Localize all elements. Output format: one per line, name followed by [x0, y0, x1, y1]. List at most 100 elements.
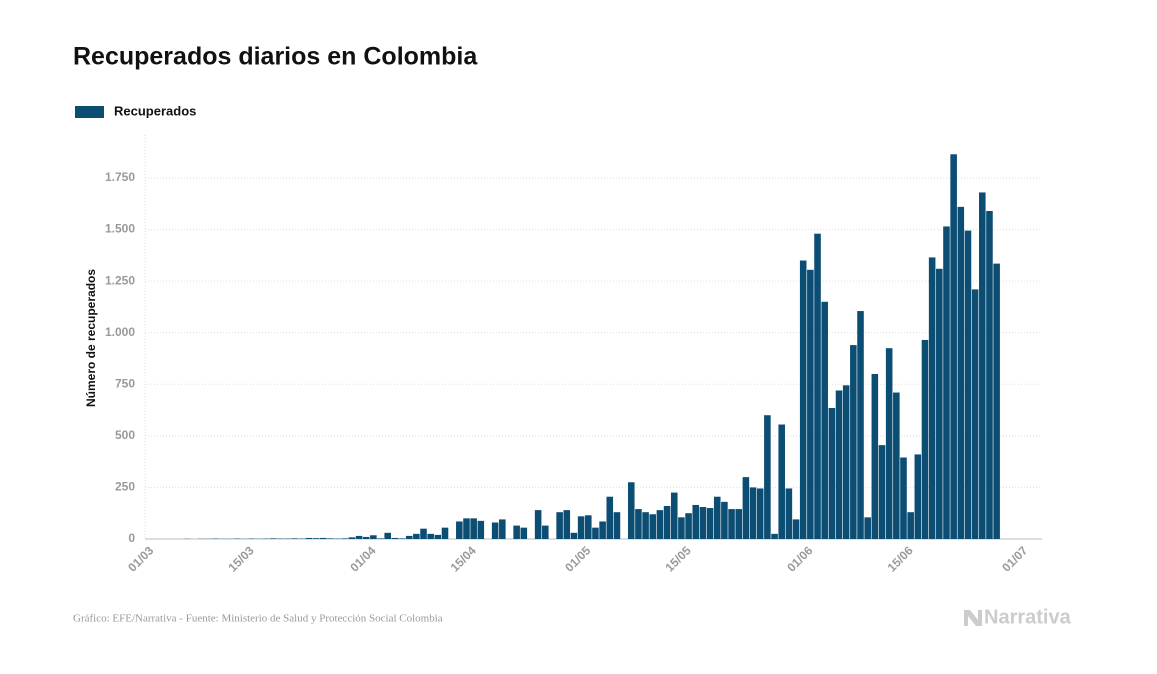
bar — [606, 496, 614, 539]
bar — [534, 510, 542, 539]
bar — [692, 504, 700, 539]
legend-label: Recuperados — [114, 103, 196, 118]
bar — [491, 522, 499, 539]
x-tick-label: 01/03 — [125, 543, 156, 574]
bar — [914, 454, 922, 539]
bar — [663, 505, 671, 539]
bar — [355, 535, 363, 539]
y-tick-label: 1.000 — [105, 325, 135, 339]
bar — [814, 233, 821, 539]
bar — [642, 512, 649, 539]
bar — [635, 509, 642, 539]
bar — [570, 532, 578, 539]
y-tick-label: 250 — [115, 480, 135, 494]
bar — [807, 269, 814, 539]
bar — [291, 538, 298, 539]
bar — [742, 477, 750, 539]
bar — [957, 206, 965, 539]
bar — [377, 538, 384, 539]
chart-title: Recuperados diarios en Colombia — [73, 43, 478, 71]
bar — [341, 538, 348, 539]
bar — [785, 488, 793, 539]
bar — [936, 268, 943, 539]
bar — [405, 535, 413, 539]
bar — [871, 373, 879, 539]
bar — [513, 525, 520, 539]
bar — [398, 538, 406, 539]
bar — [792, 519, 800, 539]
bar — [348, 537, 356, 539]
bar — [964, 230, 972, 540]
bar — [441, 527, 449, 539]
bar — [327, 538, 334, 539]
bar — [627, 482, 635, 539]
bar — [391, 537, 399, 539]
bar — [706, 508, 714, 539]
bar — [585, 515, 592, 539]
bar — [749, 487, 757, 539]
x-tick-label: 15/05 — [663, 543, 694, 574]
x-tick-label: 01/04 — [347, 543, 378, 574]
bar — [463, 518, 470, 539]
x-tick-label: 15/06 — [885, 543, 916, 574]
bar — [900, 457, 907, 539]
bar — [764, 415, 771, 539]
bar — [835, 390, 843, 539]
y-axis-label: Número de recuperados — [84, 269, 98, 407]
bar — [599, 521, 606, 539]
bar — [670, 492, 678, 539]
brand-logo — [964, 610, 982, 626]
bar — [520, 527, 528, 539]
bar — [305, 537, 313, 539]
source: Gráfico: EFE/Narrativa - Fuente: Ministe… — [73, 613, 443, 625]
bar — [477, 520, 485, 539]
bar — [907, 512, 914, 539]
bar — [713, 496, 721, 539]
bar — [542, 525, 549, 539]
bar — [979, 192, 986, 539]
bar — [678, 517, 685, 539]
bar — [312, 538, 320, 539]
x-tick-label: 15/03 — [226, 543, 257, 574]
bar — [943, 226, 950, 539]
x-tick-label: 01/05 — [562, 543, 593, 574]
bar — [928, 257, 936, 539]
bar — [821, 301, 828, 539]
bar — [778, 424, 785, 539]
y-tick-label: 1.500 — [105, 222, 135, 236]
bar — [427, 533, 434, 539]
bar — [413, 533, 420, 539]
bar — [613, 512, 621, 539]
bar — [592, 527, 599, 539]
bar — [699, 507, 707, 539]
bar — [893, 392, 900, 539]
y-tick-label: 750 — [115, 376, 135, 390]
bar — [850, 345, 857, 539]
bar — [993, 263, 1000, 539]
y-tick-label: 1.250 — [105, 273, 135, 287]
bar — [649, 514, 657, 539]
bar — [370, 535, 377, 539]
bar — [470, 518, 477, 539]
bar — [771, 533, 778, 539]
bar — [864, 517, 871, 539]
bar — [556, 512, 563, 539]
bar — [986, 211, 993, 539]
bar — [384, 532, 391, 539]
x-tick-label: 01/07 — [999, 543, 1030, 574]
bar — [685, 513, 692, 539]
bar — [756, 488, 764, 539]
x-tick-label: 01/06 — [784, 543, 815, 574]
legend-swatch — [75, 106, 104, 118]
bar — [878, 445, 886, 539]
bar — [456, 521, 463, 539]
bar — [857, 311, 864, 539]
bar — [971, 289, 979, 539]
brand: Narrativa — [984, 606, 1072, 628]
bar — [420, 528, 427, 539]
y-tick-label: 500 — [115, 428, 135, 442]
bar — [721, 501, 728, 539]
bar — [269, 538, 277, 539]
